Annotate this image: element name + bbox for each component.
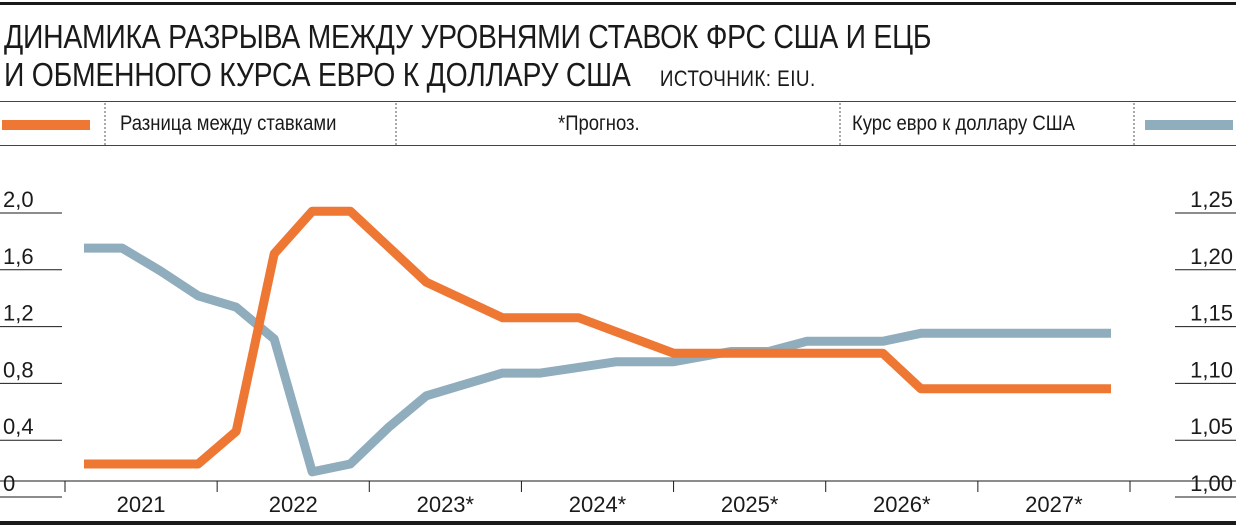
right-tick-label: 1,20: [1190, 244, 1233, 269]
source-note: ИСТОЧНИК: EIU.: [659, 66, 816, 91]
left-tick-label: 0,8: [3, 357, 34, 382]
left-tick-label: 1,2: [3, 301, 34, 326]
legend-swatch-eur-usd: [1145, 120, 1233, 130]
x-tick-label: 2021: [117, 492, 166, 517]
left-tick-label: 0,4: [3, 414, 34, 439]
right-tick-label: 1,10: [1190, 357, 1233, 382]
title-line-1: ДИНАМИКА РАЗРЫВА МЕЖДУ УРОВНЯМИ СТАВОК Ф…: [4, 18, 932, 55]
right-tick-label: 1,15: [1190, 301, 1233, 326]
legend-bottom-rule: [0, 145, 1236, 146]
right-tick-label: 1,25: [1190, 187, 1233, 212]
left-tick-label: 0: [3, 471, 15, 496]
bottom-rule: [0, 521, 1236, 525]
top-rule: [0, 2, 1236, 5]
x-tick-label: 2025*: [721, 492, 779, 517]
left-tick-label: 2,0: [3, 187, 34, 212]
series: [83, 206, 1112, 477]
axes: 0 0,4 0,8 1,2 1,6 2,0 1,00 1,05 1,10 1,15 1,20 1,25…: [0, 187, 1236, 517]
chart-title: ДИНАМИКА РАЗРЫВА МЕЖДУ УРОВНЯМИ СТАВОК Ф…: [4, 18, 931, 98]
legend-top-rule: [0, 101, 1236, 102]
x-tick-label: 2024*: [569, 492, 627, 517]
left-tick-label: 1,6: [3, 244, 34, 269]
series-line-eur-usd: [84, 243, 1111, 477]
right-tick-label: 1,05: [1190, 414, 1233, 439]
x-tick-label: 2023*: [417, 492, 475, 517]
x-tick-label: 2026*: [873, 492, 931, 517]
right-tick-label: 1,00: [1190, 471, 1233, 496]
x-tick-label: 2022: [269, 492, 318, 517]
legend-label-rate-gap: Разница между ставками: [120, 112, 337, 135]
legend-dividers: [104, 103, 1135, 145]
x-tick-label: 2027*: [1025, 492, 1083, 517]
forecast-note: *Прогноз.: [558, 112, 640, 135]
legend-label-eur-usd: Курс евро к доллару США: [852, 112, 1076, 135]
legend-swatch-rate-gap: [2, 120, 90, 130]
title-line-2: И ОБМЕННОГО КУРСА ЕВРО К ДОЛЛАРУ США: [4, 56, 631, 93]
